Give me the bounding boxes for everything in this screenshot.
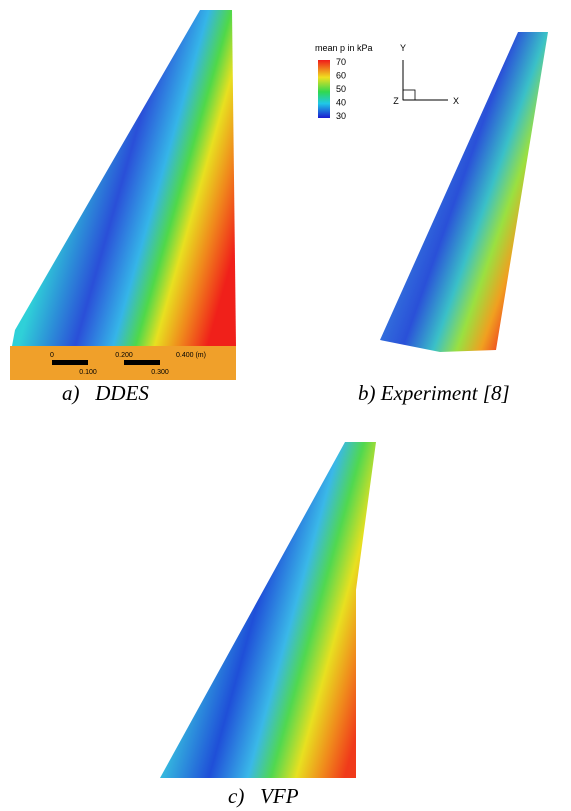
- legend-title: mean p in kPa: [315, 43, 373, 53]
- colorbar-tick-label: 30: [336, 111, 346, 121]
- colorbar-tick-label: 70: [336, 57, 346, 67]
- axis-label: Y: [400, 43, 406, 53]
- axis-label: X: [453, 96, 459, 106]
- caption: b) Experiment [8]: [358, 381, 510, 405]
- wing-contour-c: [160, 442, 376, 778]
- wing-contour-b: [380, 32, 548, 352]
- figure: 0 0.200 0.400 (m) 0.100 0.300 a) DDES me…: [0, 0, 571, 811]
- colorbar: [318, 60, 330, 118]
- scale-label: 0.300: [151, 369, 169, 376]
- wing-contour-a: [12, 10, 236, 346]
- colorbar-ticks: 70 60 50 40 30: [336, 57, 346, 121]
- scale-label: 0: [50, 352, 54, 359]
- axis-label: Z: [393, 96, 399, 106]
- scale-label: 0.100: [79, 369, 97, 376]
- scale-label: 0.400 (m): [176, 352, 206, 359]
- scale-label: 0.200: [115, 352, 133, 359]
- colorbar-tick-label: 50: [336, 84, 346, 94]
- scale-bar: [52, 360, 88, 365]
- colorbar-tick-label: 60: [336, 71, 346, 81]
- scale-bar: [124, 360, 160, 365]
- caption: a) DDES: [62, 381, 149, 405]
- colorbar-tick-label: 40: [336, 98, 346, 108]
- axis-box: [403, 90, 415, 100]
- caption: c) VFP: [228, 784, 299, 808]
